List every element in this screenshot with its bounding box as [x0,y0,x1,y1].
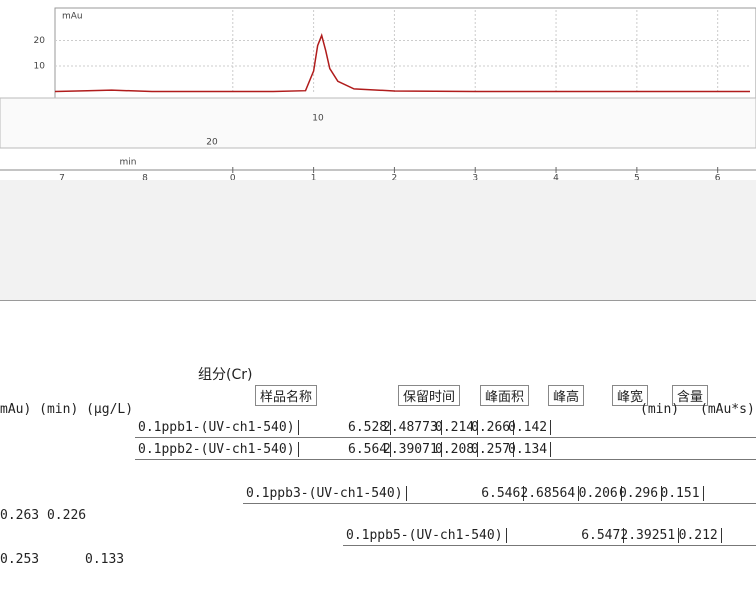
table-fragment: 0.133 [85,552,124,567]
y-axis-label: mAu [62,12,83,22]
inset-label: min [120,158,137,168]
table-cell: 0.1ppb1-(UV-ch1-540) [135,420,299,435]
column-header: 峰高 [548,385,584,406]
table-cell: 0.142 [505,420,551,435]
table-cell: 2.39251 [617,528,679,543]
inset-label: 20 [206,138,218,148]
y-tick-label: 10 [34,62,46,72]
table-fragment: 0.263 0.226 [0,508,86,523]
screenshot: mAu 1020012345678min2010 组分(Cr)样品名称保留时间峰… [0,0,756,608]
inset-label: 10 [312,114,324,124]
table-cell: 0.206 [576,486,622,501]
table-title: 组分(Cr) [198,364,252,384]
unit-label: (min) [640,402,679,417]
column-header: 样品名称 [255,385,317,406]
inset-panel [0,98,756,148]
table-cell: 0.296 [616,486,662,501]
unit-label: mAu) (min) (μg/L) [0,402,133,417]
row-border [243,503,756,504]
plot-frame [55,8,756,98]
table-cell: 2.68564 [517,486,579,501]
empty-panel [0,180,756,301]
table-cell: 0.1ppb2-(UV-ch1-540) [135,442,299,457]
row-border [343,545,756,546]
y-tick-label: 20 [34,36,46,46]
table-cell: 0.212 [676,528,722,543]
row-border [135,437,756,438]
table-cell: 0.134 [505,442,551,457]
row-border [135,459,756,460]
unit-label: (mAu*s) [700,402,755,417]
column-header: 峰面积 [480,385,529,406]
table-cell: 0.1ppb3-(UV-ch1-540) [243,486,407,501]
column-header: 保留时间 [398,385,460,406]
table-fragment: 0.253 [0,552,39,567]
table-cell: 0.1ppb5-(UV-ch1-540) [343,528,507,543]
table-cell: 0.151 [657,486,703,501]
